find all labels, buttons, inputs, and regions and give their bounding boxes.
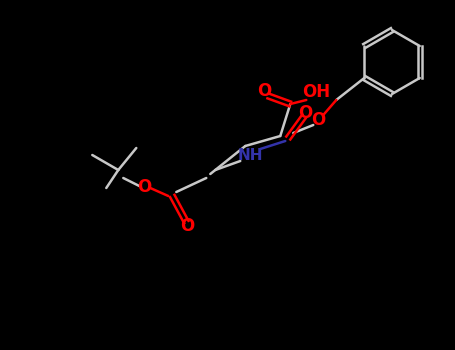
Text: NH: NH [238, 148, 263, 163]
Text: O: O [257, 82, 272, 100]
Text: OH: OH [302, 83, 330, 101]
Text: O: O [311, 111, 325, 129]
Text: O: O [137, 178, 152, 196]
Text: O: O [180, 217, 194, 235]
Text: O: O [298, 104, 313, 122]
